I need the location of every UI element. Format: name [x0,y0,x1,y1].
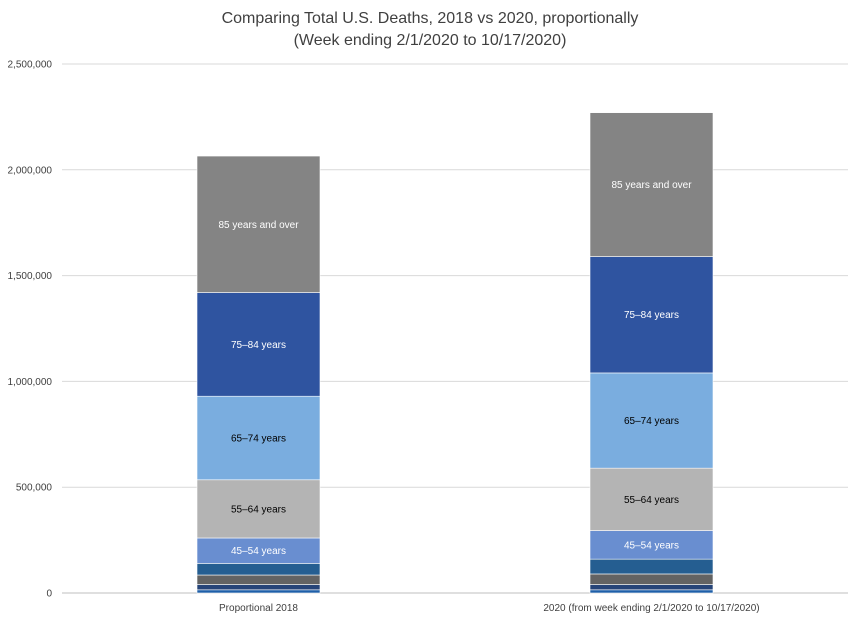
bar-stack: 45–54 years 55–64 years 65–74 years 75–84 y… [196,155,321,594]
y-tick-label: 0 [46,589,52,600]
bar-segment [196,479,321,539]
bar-segment [196,574,321,585]
bar-segment [589,558,714,575]
bar-segment [589,372,714,469]
data-label: 55–64 years [231,504,286,515]
bar-stack: 45–54 years 55–64 years 65–74 years 75–84 y… [589,112,714,594]
y-tick-label: 500,000 [16,483,53,494]
bar-segment [196,537,321,564]
data-label: 45–54 years [624,540,679,551]
data-label: 85 years and over [611,180,692,191]
y-tick-label: 2,000,000 [8,165,53,176]
data-label: 85 years and over [218,220,299,231]
x-tick-label: 2020 (from week ending 2/1/2020 to 10/17… [543,603,759,614]
bar-segment [196,584,321,591]
data-label: 65–74 years [231,434,286,445]
data-label: 65–74 years [624,416,679,427]
chart-title: Comparing Total U.S. Deaths, 2018 vs 202… [222,10,639,27]
y-tick-label: 2,500,000 [8,60,53,71]
data-label: 75–84 years [624,310,679,321]
bar-segment [196,395,321,481]
bar-segment [589,584,714,591]
bar-segment [196,155,321,293]
bar-segment [589,589,714,594]
data-label: 45–54 years [231,546,286,557]
chart-subtitle: (Week ending 2/1/2020 to 10/17/2020) [294,32,567,49]
bar-segment [589,530,714,560]
bars: 45–54 years 55–64 years 65–74 years 75–84 y… [196,112,714,594]
x-axis: Proportional 2018 2020 (from week ending … [219,603,760,614]
bar-segment [589,256,714,374]
bar-segment [589,112,714,257]
x-tick-label: Proportional 2018 [219,603,298,614]
bar-segment [589,573,714,585]
y-axis: 0 500,000 1,000,000 1,500,000 2,000,000 2,500… [8,60,53,600]
data-label: 75–84 years [231,340,286,351]
y-tick-label: 1,000,000 [8,377,53,388]
bar-segment [589,467,714,531]
gridlines [62,63,848,594]
bar-segment [196,563,321,576]
y-tick-label: 1,500,000 [8,271,53,282]
bar-segment [196,589,321,594]
data-label: 55–64 years [624,495,679,506]
